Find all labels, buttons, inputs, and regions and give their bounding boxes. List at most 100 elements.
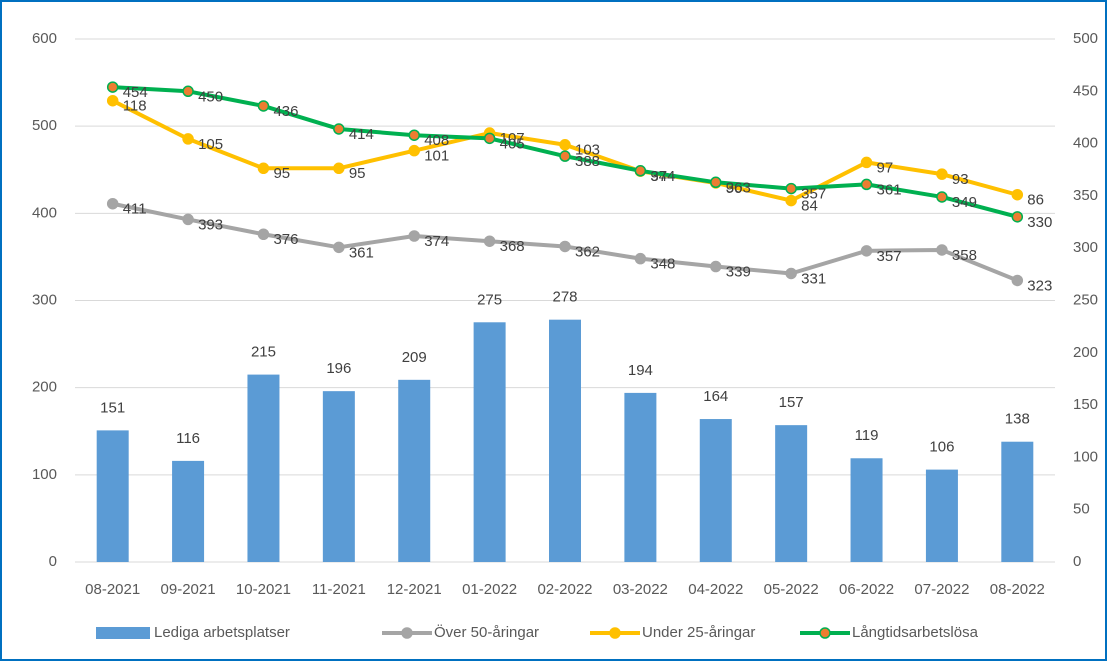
- data-label: 106: [929, 439, 954, 456]
- bar: [247, 374, 280, 562]
- data-label: 278: [552, 289, 577, 306]
- y2-tick-label: 450: [1073, 82, 1098, 99]
- x-tick-label: 08-2021: [85, 581, 140, 598]
- data-label: 95: [273, 165, 290, 182]
- marker: [936, 244, 948, 256]
- data-label: 450: [198, 88, 223, 105]
- data-label: 119: [855, 427, 879, 444]
- marker: [408, 230, 420, 242]
- marker: [483, 132, 496, 145]
- legend-marker: [401, 627, 413, 639]
- x-tick-label: 05-2022: [764, 581, 819, 598]
- y2-tick-label: 0: [1073, 553, 1081, 570]
- legend-marker: [819, 627, 831, 639]
- marker: [257, 100, 270, 112]
- marker: [785, 194, 797, 207]
- x-tick-label: 01-2022: [462, 581, 517, 598]
- data-label: 105: [198, 136, 223, 153]
- y2-tick-label: 400: [1073, 135, 1098, 152]
- marker: [408, 129, 420, 141]
- marker: [182, 85, 194, 98]
- data-label: 357: [877, 248, 902, 265]
- y-tick-label: 600: [32, 30, 57, 47]
- data-label: 368: [500, 238, 525, 255]
- y-tick-label: 200: [32, 379, 57, 396]
- data-label: 103: [575, 142, 600, 159]
- legend-label: Under 25-åringar: [642, 624, 755, 641]
- x-tick-label: 09-2021: [161, 581, 216, 598]
- y2-tick-label: 200: [1073, 344, 1098, 361]
- marker: [408, 144, 420, 157]
- bar: [850, 458, 883, 562]
- data-label: 138: [1005, 411, 1030, 428]
- marker: [333, 162, 345, 175]
- marker: [333, 123, 345, 135]
- data-label: 331: [801, 270, 826, 287]
- marker: [634, 252, 647, 265]
- marker: [483, 235, 496, 247]
- y-tick-label: 0: [49, 553, 57, 570]
- data-label: 357: [801, 186, 826, 203]
- data-label: 374: [424, 233, 449, 250]
- y2-tick-label: 250: [1073, 291, 1098, 308]
- marker: [860, 178, 873, 191]
- data-label: 454: [123, 84, 148, 101]
- marker: [1011, 211, 1024, 223]
- marker: [860, 245, 873, 257]
- data-label: 330: [1027, 214, 1052, 231]
- data-label: 358: [952, 247, 977, 264]
- y2-tick-label: 500: [1073, 30, 1098, 47]
- marker: [106, 94, 119, 107]
- data-label: 95: [349, 165, 366, 182]
- x-tick-label: 04-2022: [688, 581, 743, 598]
- legend-label: Över 50-åringar: [434, 623, 539, 641]
- x-tick-label: 08-2022: [990, 581, 1045, 598]
- data-label: 376: [273, 231, 298, 248]
- data-label: 323: [1027, 277, 1052, 294]
- bar: [322, 391, 355, 562]
- marker: [559, 240, 571, 253]
- data-label: 361: [349, 244, 374, 261]
- marker: [710, 176, 722, 189]
- y2-tick-label: 300: [1073, 239, 1098, 256]
- bar: [925, 469, 958, 562]
- data-label: 374: [650, 168, 675, 185]
- data-label: 348: [650, 256, 675, 273]
- y-tick-label: 100: [32, 466, 57, 483]
- bar: [1001, 441, 1034, 562]
- data-label: 86: [1027, 192, 1044, 209]
- x-tick-label: 03-2022: [613, 581, 668, 598]
- bar: [624, 392, 657, 562]
- legend-label: Långtidsarbetslösa: [852, 624, 979, 641]
- x-tick-label: 02-2022: [537, 581, 592, 598]
- data-label: 209: [402, 349, 427, 366]
- marker: [182, 213, 194, 226]
- marker: [106, 81, 119, 93]
- data-label: 363: [726, 179, 751, 196]
- x-tick-label: 10-2021: [236, 581, 291, 598]
- marker: [785, 182, 797, 195]
- marker: [333, 241, 345, 254]
- marker: [182, 133, 194, 145]
- legend-label: Lediga arbetsplatser: [154, 624, 290, 641]
- marker: [559, 150, 571, 162]
- data-label: 349: [952, 194, 977, 211]
- legend-marker: [609, 627, 621, 639]
- data-label: 116: [176, 430, 200, 447]
- data-label: 194: [628, 362, 653, 379]
- bar: [699, 419, 732, 562]
- marker: [257, 162, 270, 175]
- data-label: 339: [726, 263, 751, 280]
- data-label: 388: [575, 153, 600, 170]
- data-label: 97: [877, 159, 894, 176]
- data-label: 275: [477, 291, 502, 308]
- bar: [473, 322, 506, 562]
- marker: [106, 197, 119, 210]
- data-label: 411: [123, 201, 147, 218]
- bar: [775, 425, 808, 562]
- marker: [936, 168, 948, 180]
- marker: [559, 139, 571, 151]
- data-label: 84: [801, 198, 818, 215]
- data-label: 196: [326, 360, 351, 377]
- data-label: 414: [349, 126, 374, 143]
